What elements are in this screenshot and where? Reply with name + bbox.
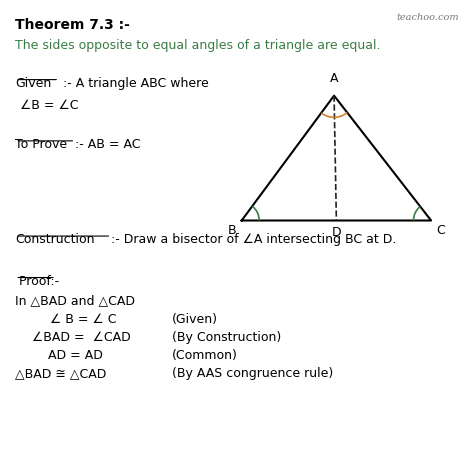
Text: C: C: [437, 224, 446, 237]
Text: (Common): (Common): [173, 349, 238, 362]
Text: B: B: [228, 224, 236, 237]
Text: (Given): (Given): [173, 313, 219, 326]
Text: teachoo.com: teachoo.com: [396, 13, 459, 22]
Text: ∠ B = ∠ C: ∠ B = ∠ C: [34, 313, 116, 326]
Text: The sides opposite to equal angles of a triangle are equal.: The sides opposite to equal angles of a …: [15, 39, 381, 52]
Text: In △BAD and △CAD: In △BAD and △CAD: [15, 294, 135, 308]
Text: Theorem 7.3 :-: Theorem 7.3 :-: [15, 18, 130, 32]
Text: :- Draw a bisector of ∠A intersecting BC at D.: :- Draw a bisector of ∠A intersecting BC…: [111, 233, 397, 246]
Text: (By AAS congruence rule): (By AAS congruence rule): [173, 367, 334, 380]
Text: ∠BAD =  ∠CAD: ∠BAD = ∠CAD: [25, 331, 131, 344]
Text: Proof:-: Proof:-: [15, 275, 59, 288]
Text: :- AB = AC: :- AB = AC: [75, 138, 141, 151]
Text: Construction: Construction: [15, 233, 95, 246]
Text: Given: Given: [15, 77, 52, 90]
Text: D: D: [332, 226, 341, 239]
Text: AD = AD: AD = AD: [25, 349, 103, 362]
Text: △BAD ≅ △CAD: △BAD ≅ △CAD: [15, 367, 107, 380]
Text: A: A: [330, 72, 338, 85]
Text: (By Construction): (By Construction): [173, 331, 282, 344]
Text: :- A triangle ABC where: :- A triangle ABC where: [59, 77, 209, 90]
Text: ∠B = ∠C: ∠B = ∠C: [20, 99, 78, 112]
Text: To Prove: To Prove: [15, 138, 72, 151]
